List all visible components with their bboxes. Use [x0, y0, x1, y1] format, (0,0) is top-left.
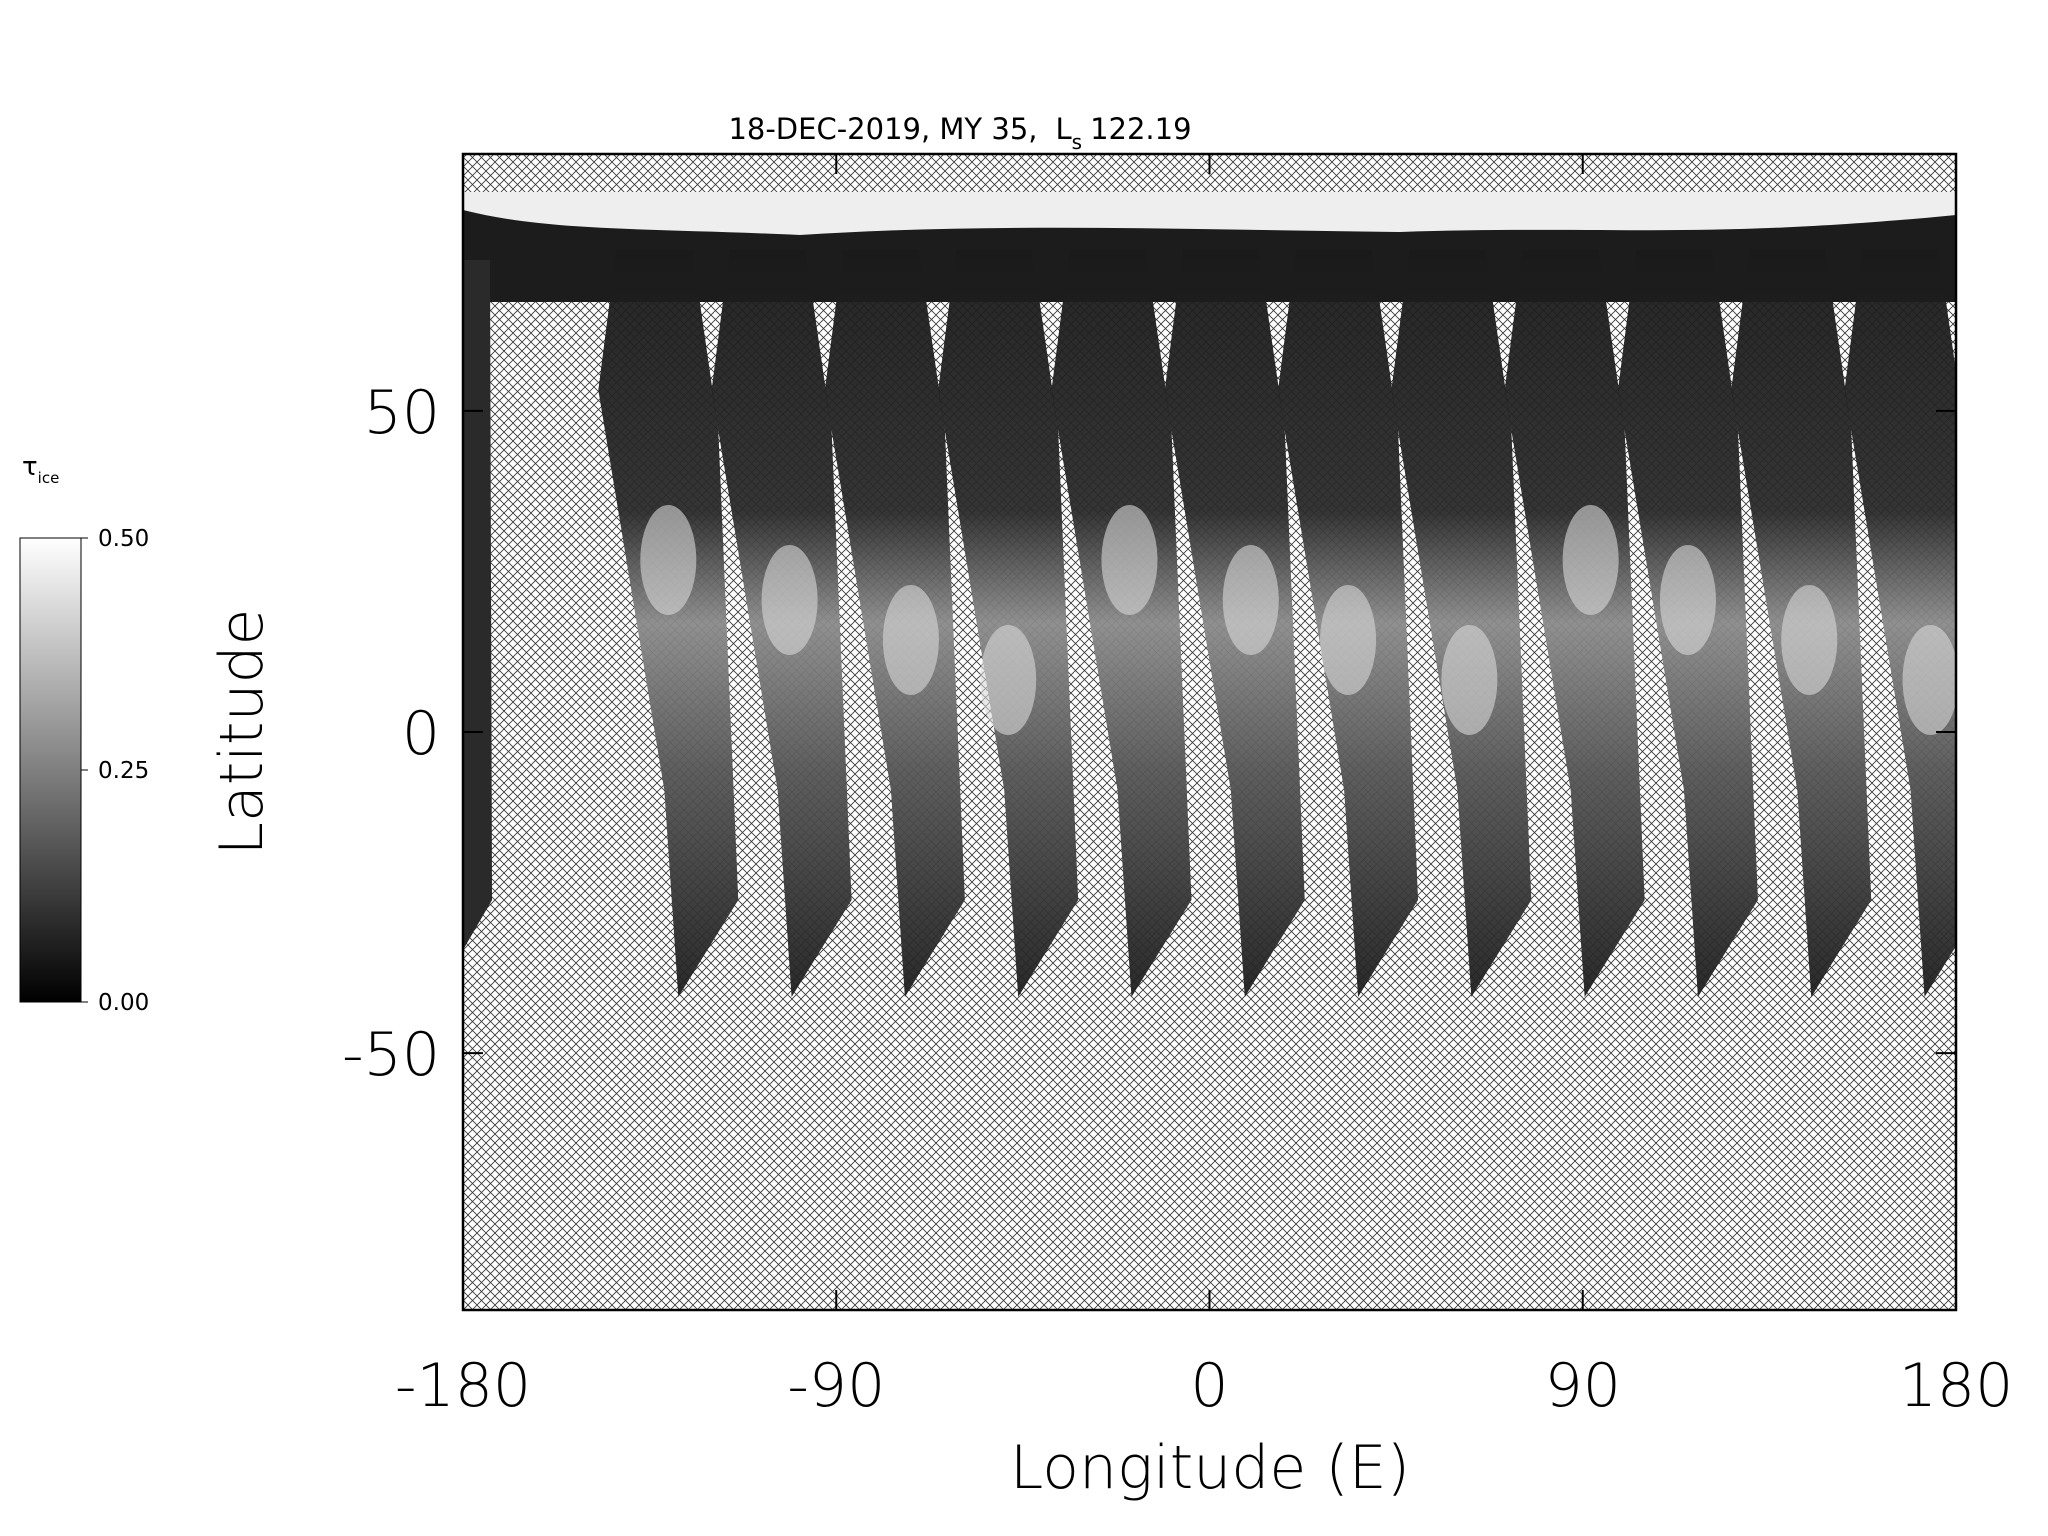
colorbar-subscript: ice: [38, 469, 60, 487]
x-tick-label: -180: [395, 1351, 531, 1421]
colorbar-label: τice: [22, 452, 59, 487]
y-tick-label: 0: [402, 699, 440, 769]
swath: [598, 250, 739, 997]
swath: [1844, 250, 1956, 997]
cloud: [761, 545, 818, 655]
title-date: 18-DEC-2019, MY 35,: [728, 112, 1037, 146]
swath: [938, 250, 1079, 997]
cloud: [640, 505, 697, 615]
title-ls-value: 122.19: [1090, 112, 1191, 146]
colorbar-tick-label: 0.25: [98, 758, 149, 784]
swath: [1504, 250, 1645, 997]
colorbar-tick-label: 0.50: [98, 526, 149, 552]
colorbar-symbol: τ: [22, 452, 38, 482]
cloud: [1222, 545, 1279, 655]
colorbar: [19, 537, 82, 1003]
map-area: [463, 154, 1956, 1310]
x-tick-label: 0: [1190, 1351, 1228, 1421]
cloud: [1781, 585, 1838, 695]
cloud: [980, 625, 1037, 735]
swath: [463, 260, 492, 950]
swath: [1391, 250, 1532, 997]
chart-title: 18-DEC-2019, MY 35, Ls 122.19: [728, 112, 1191, 154]
x-tick-label: 180: [1899, 1351, 2014, 1421]
cloud: [882, 585, 939, 695]
cloud: [1562, 505, 1619, 615]
y-tick-label: -50: [342, 1020, 440, 1090]
x-tick-label: 90: [1545, 1351, 1621, 1421]
cloud: [1101, 505, 1158, 615]
title-ls: L: [1055, 112, 1071, 146]
cloud: [1659, 545, 1716, 655]
cloud: [1320, 585, 1377, 695]
polar-cap: [463, 192, 1956, 235]
colorbar-tick-label: 0.00: [98, 990, 149, 1016]
x-axis-label: Longitude (E): [1010, 1433, 1410, 1503]
cloud: [1902, 625, 1956, 735]
swath: [1051, 250, 1192, 997]
y-tick-label: 50: [364, 378, 440, 448]
title-ls-sub: s: [1072, 130, 1082, 154]
plot-frame: [461, 152, 1958, 1312]
x-tick-label: -90: [787, 1351, 885, 1421]
cloud: [1441, 625, 1498, 735]
y-axis-label: Latitude: [207, 609, 277, 856]
